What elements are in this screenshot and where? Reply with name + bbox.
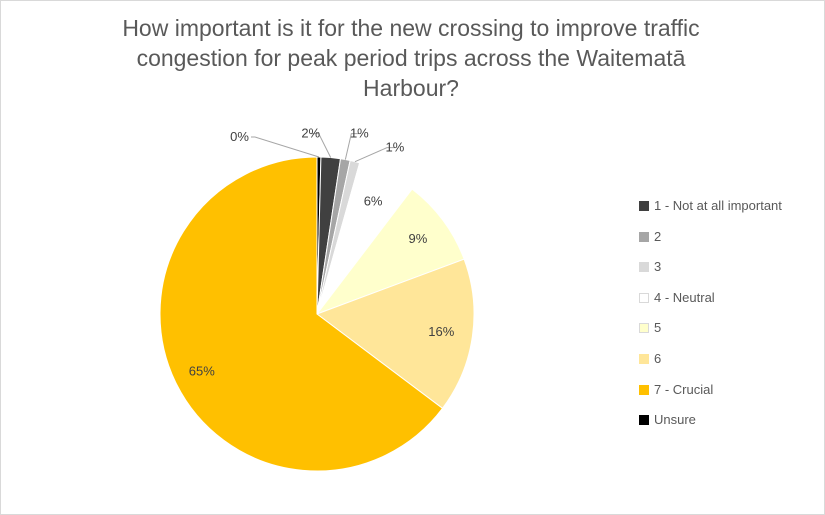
legend-swatch-4 bbox=[639, 293, 649, 303]
leader-line-8 bbox=[250, 136, 320, 158]
data-label-5: 9% bbox=[408, 231, 427, 246]
legend-label-6: 6 bbox=[654, 351, 662, 366]
legend-swatch-2 bbox=[639, 232, 649, 242]
data-label-8: 0% bbox=[230, 129, 249, 144]
legend-label-8: Unsure bbox=[654, 412, 696, 427]
chart-title-line-1: How important is it for the new crossing… bbox=[122, 15, 700, 41]
pie-slice-6 bbox=[315, 258, 475, 410]
data-label-3: 1% bbox=[386, 140, 405, 155]
data-label-7: 65% bbox=[189, 364, 215, 379]
legend-label-2: 2 bbox=[654, 229, 662, 244]
legend-swatch-5 bbox=[639, 323, 649, 333]
data-label-4: 6% bbox=[364, 194, 383, 209]
legend-swatch-3 bbox=[639, 262, 649, 272]
legend-label-7: 7 - Crucial bbox=[654, 382, 714, 397]
legend-label-4: 4 - Neutral bbox=[654, 290, 715, 305]
chart-title-line-3: Harbour? bbox=[363, 75, 459, 101]
legend-swatch-7 bbox=[639, 385, 649, 395]
leader-line-3 bbox=[354, 147, 395, 163]
legend-label-1: 1 - Not at all important bbox=[654, 198, 782, 213]
chart-title-line-2: congestion for peak period trips across … bbox=[136, 45, 686, 71]
leader-line-2 bbox=[344, 133, 360, 160]
pie-slice-7 bbox=[159, 156, 444, 472]
chart-title: How important is it for the new crossing… bbox=[81, 13, 741, 103]
data-label-2: 1% bbox=[350, 126, 369, 141]
leader-line-1 bbox=[310, 133, 332, 158]
legend-swatch-1 bbox=[639, 201, 649, 211]
legend-label-3: 3 bbox=[654, 259, 662, 274]
legend-swatch-6 bbox=[639, 354, 649, 364]
data-label-6: 16% bbox=[428, 324, 454, 339]
legend-label-5: 5 bbox=[654, 320, 662, 335]
pie-slice-5 bbox=[315, 188, 465, 316]
data-label-1: 2% bbox=[301, 126, 320, 141]
legend-swatch-8 bbox=[639, 415, 649, 425]
